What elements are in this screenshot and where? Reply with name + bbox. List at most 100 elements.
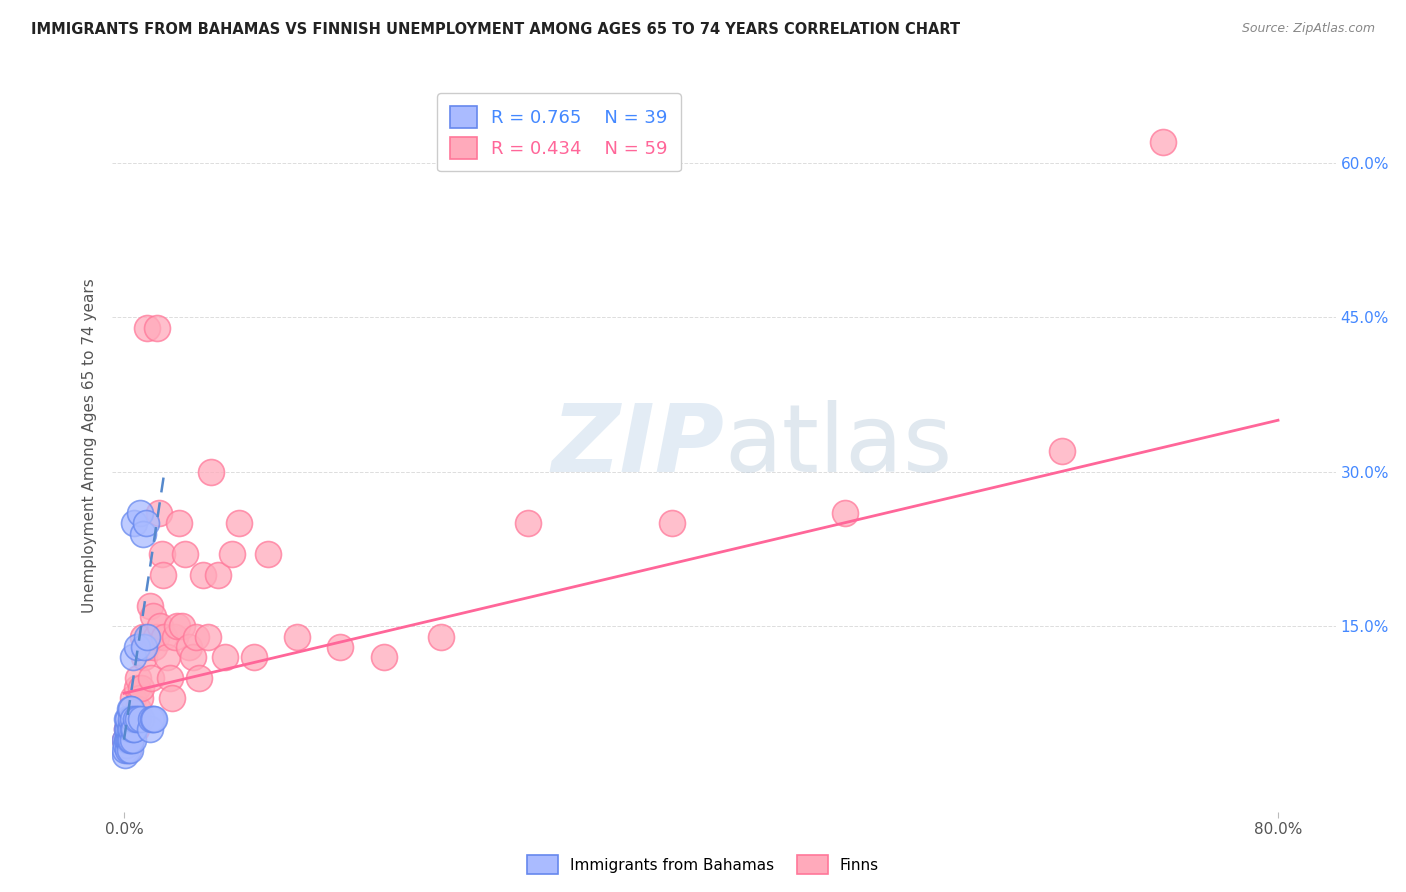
Point (142, 712, 165, 726)
Point (430, 630, 453, 644)
Point (197, 630, 219, 644)
Point (115, 732, 138, 747)
Text: IMMIGRANTS FROM BAHAMAS VS FINNISH UNEMPLOYMENT AMONG AGES 65 TO 74 YEARS CORREL: IMMIGRANTS FROM BAHAMAS VS FINNISH UNEMP… (31, 22, 960, 37)
Text: Source: ZipAtlas.com: Source: ZipAtlas.com (1241, 22, 1375, 36)
Point (163, 630, 186, 644)
Point (125, 640, 148, 654)
Point (117, 743, 139, 757)
Point (120, 702, 142, 716)
Point (153, 630, 176, 644)
Point (146, 320, 169, 334)
Point (173, 547, 195, 561)
Point (200, 465, 222, 479)
Point (128, 691, 150, 706)
Point (285, 630, 308, 644)
Point (114, 743, 136, 757)
Point (132, 526, 155, 541)
Point (120, 732, 142, 747)
Point (136, 320, 159, 334)
Point (138, 630, 160, 644)
Point (143, 712, 166, 726)
Point (122, 712, 145, 726)
Point (177, 640, 200, 654)
Point (131, 681, 153, 695)
Point (228, 516, 250, 531)
Point (139, 723, 162, 737)
Point (143, 640, 166, 654)
Point (121, 691, 143, 706)
Point (142, 609, 165, 624)
Point (661, 516, 683, 531)
Legend: Immigrants from Bahamas, Finns: Immigrants from Bahamas, Finns (522, 849, 884, 880)
Point (150, 547, 173, 561)
Point (121, 732, 143, 747)
Point (167, 516, 190, 531)
Point (127, 671, 149, 685)
Legend: R = 0.765    N = 39, R = 0.434    N = 59: R = 0.765 N = 39, R = 0.434 N = 59 (437, 93, 681, 171)
Point (141, 671, 163, 685)
Point (193, 567, 215, 582)
Point (115, 723, 138, 737)
Point (207, 567, 229, 582)
Point (124, 723, 146, 737)
Point (118, 743, 141, 757)
Point (114, 732, 136, 747)
Point (170, 619, 193, 633)
Point (221, 547, 243, 561)
Point (122, 516, 145, 531)
Point (125, 681, 148, 695)
Point (135, 640, 157, 654)
Point (141, 712, 163, 726)
Point (114, 732, 136, 747)
Point (118, 723, 141, 737)
Point (122, 723, 145, 737)
Point (121, 712, 143, 726)
Point (115, 738, 138, 752)
Point (186, 630, 208, 644)
Point (118, 732, 141, 747)
Point (214, 650, 236, 665)
Point (152, 567, 174, 582)
Point (329, 640, 352, 654)
Point (145, 630, 167, 644)
Point (243, 650, 266, 665)
Point (134, 640, 156, 654)
Point (117, 723, 139, 737)
Point (118, 732, 141, 747)
Point (114, 747, 136, 762)
Point (156, 650, 179, 665)
Point (117, 712, 139, 726)
Point (373, 650, 395, 665)
Point (135, 516, 157, 531)
Point (124, 712, 146, 726)
Point (148, 506, 170, 520)
Point (120, 723, 142, 737)
Point (834, 506, 856, 520)
Point (166, 619, 188, 633)
Point (121, 650, 143, 665)
Point (117, 732, 139, 747)
Point (115, 723, 138, 737)
Point (132, 630, 155, 644)
Y-axis label: Unemployment Among Ages 65 to 74 years: Unemployment Among Ages 65 to 74 years (82, 278, 97, 614)
Point (120, 712, 142, 726)
Point (139, 599, 162, 613)
Point (188, 671, 211, 685)
Point (117, 743, 139, 757)
Point (160, 691, 183, 706)
Point (115, 712, 138, 726)
Point (181, 650, 204, 665)
Point (516, 516, 538, 531)
Point (121, 723, 143, 737)
Point (118, 702, 141, 716)
Point (136, 630, 159, 644)
Point (134, 650, 156, 665)
Text: atlas: atlas (724, 400, 952, 492)
Point (159, 671, 181, 685)
Point (127, 702, 149, 716)
Point (120, 723, 142, 737)
Text: ZIP: ZIP (551, 400, 724, 492)
Point (131, 712, 153, 726)
Point (1152, 135, 1174, 149)
Point (149, 619, 172, 633)
